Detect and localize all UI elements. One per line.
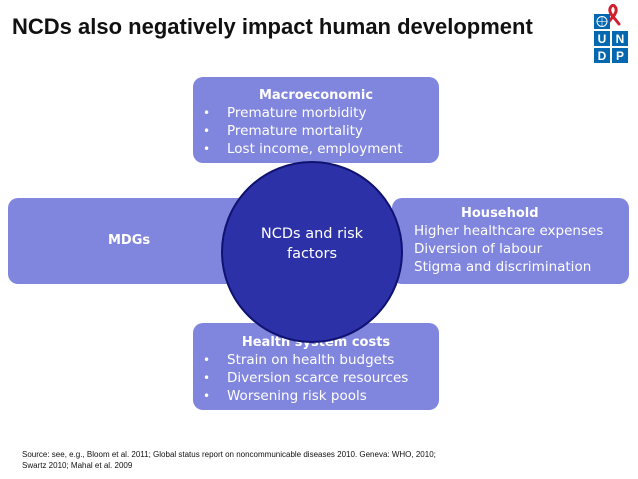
- bullet-icon: •: [203, 371, 211, 385]
- ncds-center-circle: NCDs and risk factors: [221, 161, 403, 343]
- slide-title: NCDs also negatively impact human develo…: [12, 14, 533, 39]
- bullet-icon: •: [203, 389, 211, 403]
- list-item: Diversion of labour: [414, 241, 543, 257]
- list-item-text: Premature mortality: [227, 123, 363, 139]
- macroeconomic-box: Macroeconomic • Premature morbidity • Prem…: [193, 77, 439, 163]
- undp-logo: U N D P: [594, 4, 628, 63]
- household-list: Higher healthcare expenses Diversion of …: [392, 222, 629, 276]
- mdgs-title: MDGs: [108, 233, 151, 248]
- list-item: • Worsening risk pools: [193, 387, 439, 405]
- bullet-icon: •: [203, 142, 211, 156]
- logo-letter-d: D: [598, 49, 607, 63]
- list-item: • Premature morbidity: [193, 104, 439, 122]
- logo-letter-u: U: [598, 32, 607, 46]
- logo-letter-n: N: [616, 32, 625, 46]
- list-item-text: Worsening risk pools: [227, 388, 367, 404]
- bullet-icon: •: [203, 124, 211, 138]
- list-item: • Strain on health budgets: [193, 351, 439, 369]
- macroeconomic-list: • Premature morbidity • Premature mortalit…: [193, 104, 439, 158]
- bullet-icon: •: [203, 353, 211, 367]
- list-item-text: Strain on health budgets: [227, 352, 395, 368]
- list-item: • Diversion scarce resources: [193, 369, 439, 387]
- list-item-text: Premature morbidity: [227, 105, 367, 121]
- list-item: • Lost income, employment: [193, 140, 439, 158]
- source-footnote: Source: see, e.g., Bloom et al. 2011; Gl…: [22, 450, 436, 470]
- list-item-text: Lost income, employment: [227, 141, 403, 157]
- list-item: • Premature mortality: [193, 122, 439, 140]
- list-item: Stigma and discrimination: [414, 259, 592, 275]
- macroeconomic-title: Macroeconomic: [258, 88, 374, 103]
- list-item-text: Diversion scarce resources: [227, 370, 409, 386]
- household-title: Household: [461, 206, 539, 221]
- red-ribbon-icon: [605, 4, 621, 26]
- logo-letter-p: P: [616, 49, 624, 63]
- health-system-list: • Strain on health budgets • Diversion sca…: [193, 351, 439, 405]
- list-item: Higher healthcare expenses: [414, 223, 604, 239]
- mdgs-box: MDGs: [8, 198, 253, 284]
- bullet-icon: •: [203, 106, 211, 120]
- center-label: NCDs and risk factors: [260, 226, 364, 262]
- household-box: Household Higher healthcare expenses Div…: [392, 198, 629, 284]
